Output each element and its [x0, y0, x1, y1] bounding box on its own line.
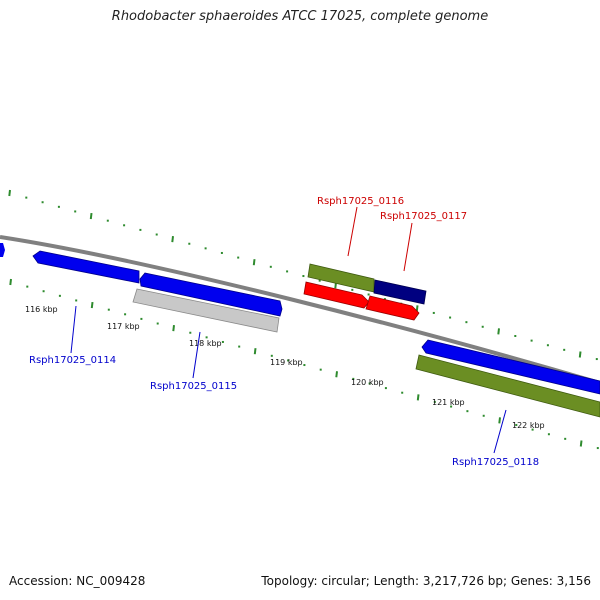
inner-tick-track	[9, 278, 599, 450]
gene-label-leader	[347, 206, 358, 257]
gene-arrow-rsph17025-0115[interactable]	[132, 288, 280, 333]
gene-label-rsph17025-0117[interactable]: Rsph17025_0117	[380, 211, 467, 222]
major-tick	[9, 278, 12, 286]
gene-label-rsph17025-0116[interactable]: Rsph17025_0116	[317, 196, 404, 207]
gene-arrow-blue-right[interactable]	[421, 339, 600, 395]
kbp-label: 118 kbp	[189, 339, 222, 348]
major-tick	[579, 440, 583, 447]
kbp-label: 121 kbp	[432, 398, 465, 407]
gene-arrow-rsph17025-0114[interactable]	[32, 250, 140, 284]
accession-text: Accession: NC_009428	[9, 574, 146, 588]
kbp-label: 122 kbp	[512, 421, 545, 430]
genome-summary-text: Topology: circular; Length: 3,217,726 bp…	[261, 574, 591, 588]
kbp-label: 117 kbp	[107, 322, 140, 331]
major-tick	[8, 189, 11, 197]
gene-label-leader	[493, 409, 507, 454]
major-tick	[578, 351, 582, 358]
major-tick	[498, 417, 501, 424]
major-tick	[335, 371, 338, 378]
gene-arrow-red-1[interactable]	[303, 281, 370, 309]
major-tick	[172, 325, 175, 332]
major-tick	[253, 348, 257, 355]
kbp-label: 116 kbp	[25, 305, 58, 314]
gene-label-leader	[403, 222, 413, 272]
major-tick	[89, 212, 93, 220]
gene-arrow-partial-left[interactable]	[0, 243, 5, 257]
gene-label-rsph17025-0115[interactable]: Rsph17025_0115	[150, 381, 237, 392]
major-tick	[415, 305, 419, 312]
map-title: Rhodobacter sphaeroides ATCC 17025, comp…	[111, 9, 489, 24]
major-tick	[171, 236, 174, 243]
gene-arrow-rsph17025-0117[interactable]	[373, 279, 427, 305]
gene-label-leader	[70, 305, 77, 354]
gene-label-rsph17025-0114[interactable]: Rsph17025_0114	[29, 355, 116, 366]
gene-arrow-red-2[interactable]	[365, 295, 420, 321]
kbp-label: 120 kbp	[351, 378, 384, 387]
major-tick	[252, 259, 256, 266]
kbp-label: 119 kbp	[270, 358, 303, 367]
major-tick	[497, 328, 500, 335]
gene-arrow-rsph17025-0114b[interactable]	[139, 272, 283, 317]
gene-arrow-rsph17025-0118[interactable]	[415, 354, 600, 418]
gene-label-leader	[192, 331, 201, 379]
major-tick	[90, 301, 94, 309]
genome-backbone	[0, 235, 600, 385]
gene-label-rsph17025-0118[interactable]: Rsph17025_0118	[452, 457, 539, 468]
major-tick	[416, 394, 420, 401]
